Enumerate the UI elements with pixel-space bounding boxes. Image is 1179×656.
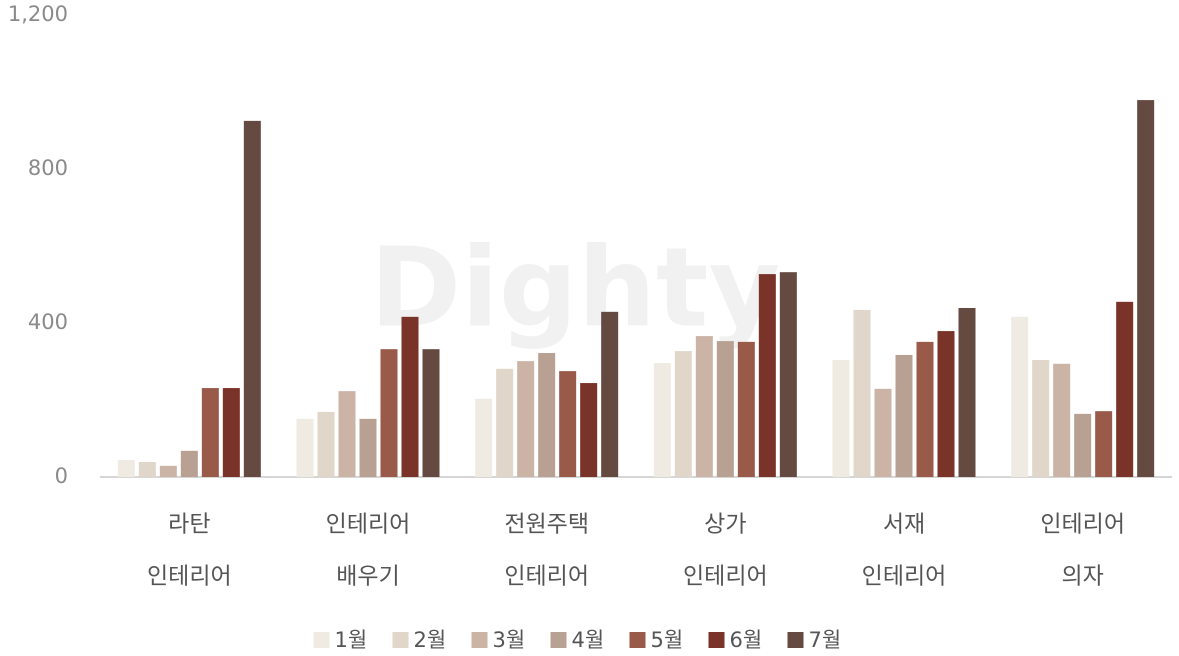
legend-swatch (313, 632, 330, 648)
x-tick-label: 라탄 (168, 512, 210, 538)
bar (401, 316, 419, 477)
x-tick-label: 서재 (883, 512, 925, 538)
bar (1116, 301, 1134, 477)
bar (1011, 316, 1029, 477)
bar (1137, 100, 1155, 478)
x-tick-label: 전원주택 (504, 512, 589, 538)
bar (475, 398, 493, 477)
legend-swatch (629, 632, 646, 648)
legend-swatch (550, 632, 567, 648)
y-tick-label: 0 (55, 464, 68, 488)
bar (916, 341, 934, 477)
y-tick-label: 1,200 (8, 2, 68, 26)
bar (737, 341, 755, 477)
bar (222, 388, 240, 477)
bar (180, 450, 198, 477)
bar (538, 353, 556, 477)
bar (674, 351, 692, 477)
bar (832, 359, 850, 477)
bar (695, 336, 713, 477)
bar (296, 418, 314, 477)
legend-label: 4월 (572, 628, 605, 652)
bar (1095, 411, 1113, 477)
x-tick-label: 인테리어 (504, 564, 589, 590)
bar (359, 418, 377, 477)
legend-label: 5월 (651, 628, 684, 652)
bar (580, 383, 598, 477)
x-tick-label: 의자 (1062, 564, 1104, 590)
bar (559, 371, 577, 477)
bar (716, 341, 734, 477)
legend-label: 6월 (730, 628, 763, 652)
legend-label: 7월 (809, 628, 842, 652)
bar (958, 307, 976, 477)
legend-swatch (471, 632, 488, 648)
x-tick-label: 인테리어 (862, 564, 947, 590)
y-tick-label: 400 (28, 310, 68, 334)
bar (159, 465, 177, 477)
x-tick-label: 인테리어 (326, 512, 411, 538)
bar (422, 349, 440, 477)
bar (1053, 363, 1071, 477)
x-tick-label: 배우기 (336, 564, 399, 590)
x-tick-label: 인테리어 (147, 564, 232, 590)
bar (201, 388, 219, 477)
x-tick-label: 인테리어 (1040, 512, 1125, 538)
bar (380, 349, 398, 477)
bar (117, 460, 135, 477)
legend-swatch (708, 632, 725, 648)
bar (138, 461, 156, 477)
bar (601, 311, 619, 477)
bar (1074, 413, 1092, 477)
x-tick-label: 상가 (704, 512, 746, 538)
bar (338, 391, 356, 477)
bar (317, 411, 335, 477)
bar (937, 331, 955, 477)
legend-label: 1월 (335, 628, 368, 652)
bar (517, 361, 535, 477)
watermark: Dighty (370, 223, 780, 351)
legend-swatch (787, 632, 804, 648)
bar (874, 388, 892, 477)
bar (496, 368, 514, 477)
bar (853, 309, 871, 477)
bar (758, 274, 776, 477)
legend-label: 2월 (414, 628, 447, 652)
bar (895, 354, 913, 477)
x-tick-label: 인테리어 (683, 564, 768, 590)
bar (779, 272, 797, 477)
legend-label: 3월 (493, 628, 526, 652)
bar (243, 120, 261, 477)
legend-swatch (392, 632, 409, 648)
bar (653, 363, 671, 477)
y-tick-label: 800 (28, 156, 68, 180)
bar (1032, 359, 1050, 477)
